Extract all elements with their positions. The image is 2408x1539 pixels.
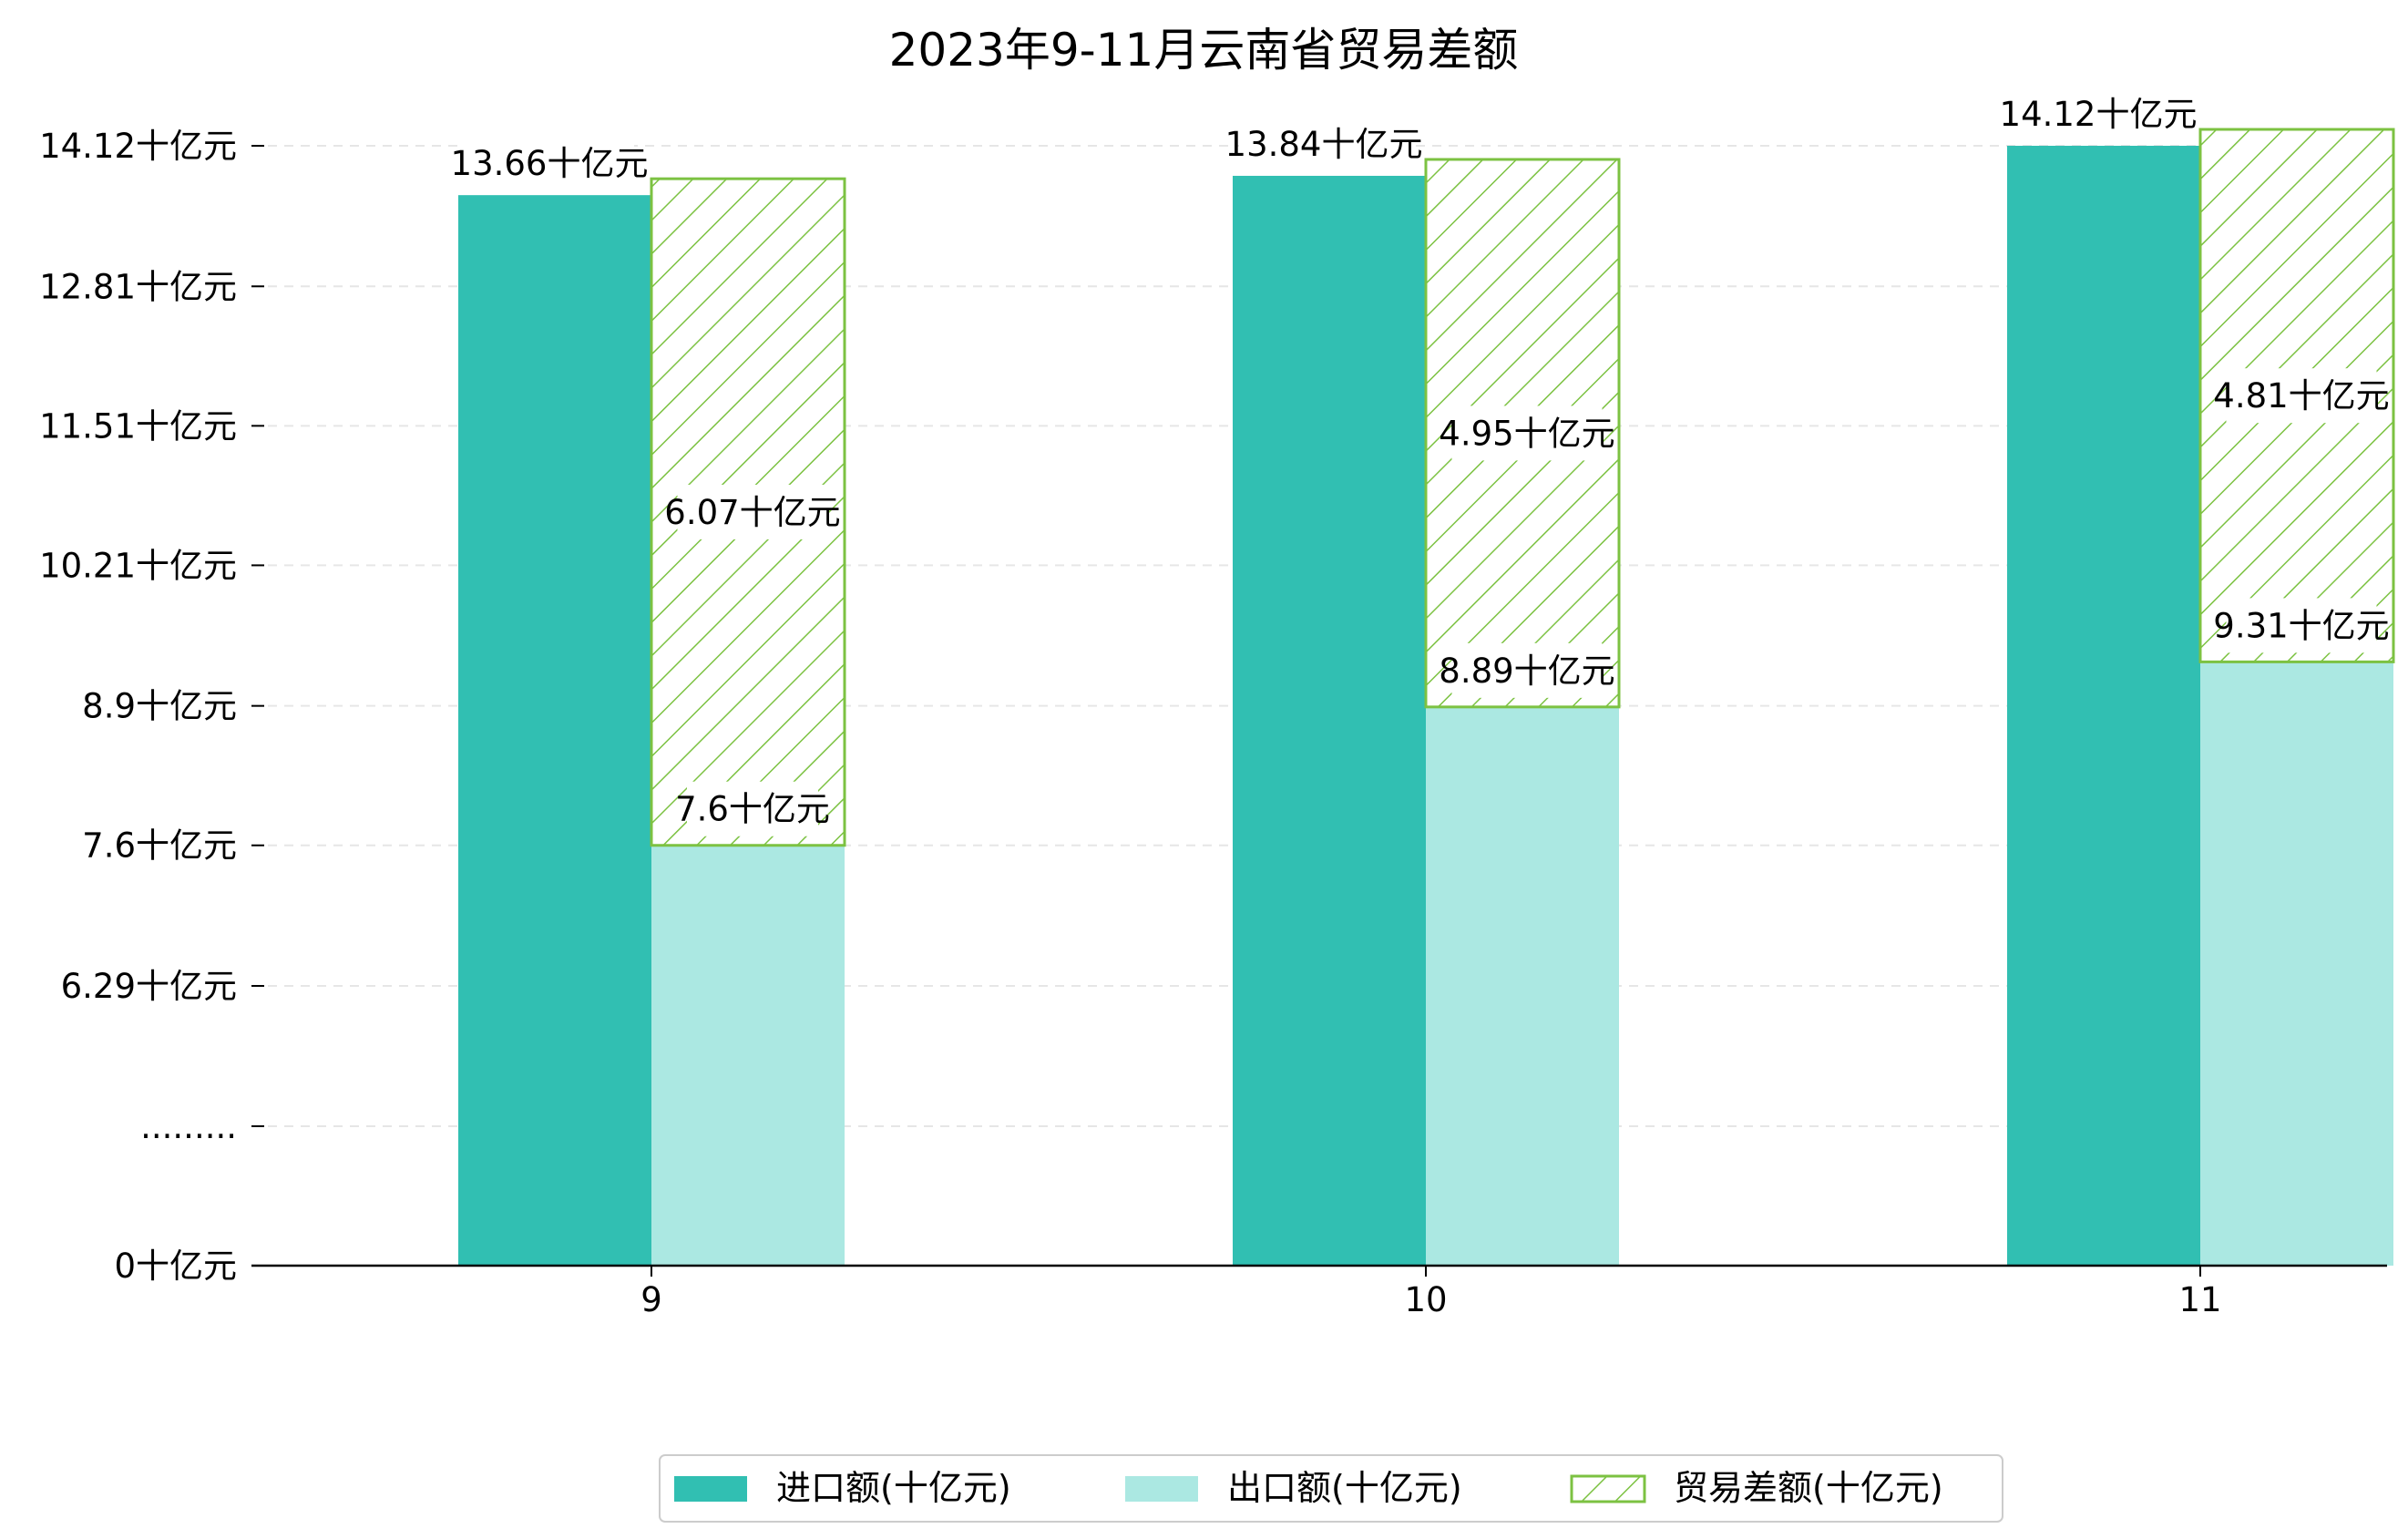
label-export-11: 9.31十亿元 (2213, 606, 2389, 645)
bar-import-10 (1233, 175, 1426, 1267)
label-balance-10: 4.95十亿元 (1439, 414, 1614, 453)
legend-swatch-1 (1125, 1476, 1198, 1502)
label-import-9-bg (465, 136, 634, 191)
label-balance-9: 6.07十亿元 (664, 493, 840, 532)
legend-label-0: 进口额(十亿元) (776, 1468, 1011, 1508)
label-balance-9-bg (677, 484, 828, 539)
legend-label-2: 贸易差额(十亿元) (1674, 1468, 1943, 1508)
bar-export-9 (651, 845, 845, 1266)
y-tick-label: 8.9十亿元 (82, 687, 237, 726)
y-tick-label: ......... (140, 1107, 237, 1146)
label-import-10-bg (1239, 116, 1409, 171)
label-import-11: 14.12十亿元 (2000, 95, 2198, 134)
x-tick-label: 11 (2178, 1280, 2221, 1319)
label-balance-10-bg (1451, 405, 1603, 461)
label-balance-11-bg (2226, 368, 2377, 424)
y-tick-label: 11.51十亿元 (39, 406, 237, 446)
label-import-11-bg (2013, 87, 2183, 141)
label-import-10: 13.84十亿元 (1225, 125, 1423, 164)
legend-swatch-2 (1570, 1474, 1646, 1503)
label-import-9: 13.66十亿元 (451, 144, 649, 183)
x-tick-label: 9 (640, 1280, 662, 1319)
bar-export-11 (2200, 662, 2393, 1266)
legend-label-1: 出口额(十亿元) (1227, 1468, 1462, 1508)
bar-export-10 (1426, 706, 1619, 1266)
bar-import-11 (2007, 146, 2200, 1266)
chart-title: 2023年9-11月云南省贸易差额 (889, 24, 1519, 77)
label-export-11-bg (2226, 598, 2377, 653)
legend-frame (659, 1454, 2003, 1523)
y-tick-label: 7.6十亿元 (82, 826, 237, 866)
label-export-10-bg (1451, 642, 1603, 698)
legend: 进口额(十亿元) 出口额(十亿元) 贸易差额(十亿元) (659, 1454, 2003, 1523)
y-tick-label: 12.81十亿元 (39, 267, 237, 306)
label-export-9: 7.6十亿元 (675, 790, 830, 829)
y-tick-label: 14.12十亿元 (39, 127, 237, 166)
label-export-10: 8.89十亿元 (1439, 652, 1614, 691)
label-export-9-bg (687, 781, 818, 836)
bar-import-9 (458, 195, 651, 1267)
y-tick-label: 6.29十亿元 (61, 967, 237, 1006)
label-balance-11: 4.81十亿元 (2213, 376, 2389, 416)
y-tick-label: 10.21十亿元 (39, 546, 237, 585)
x-tick-label: 10 (1404, 1280, 1447, 1319)
y-tick-label: 0十亿元 (114, 1247, 237, 1286)
legend-swatch-0 (674, 1476, 747, 1502)
